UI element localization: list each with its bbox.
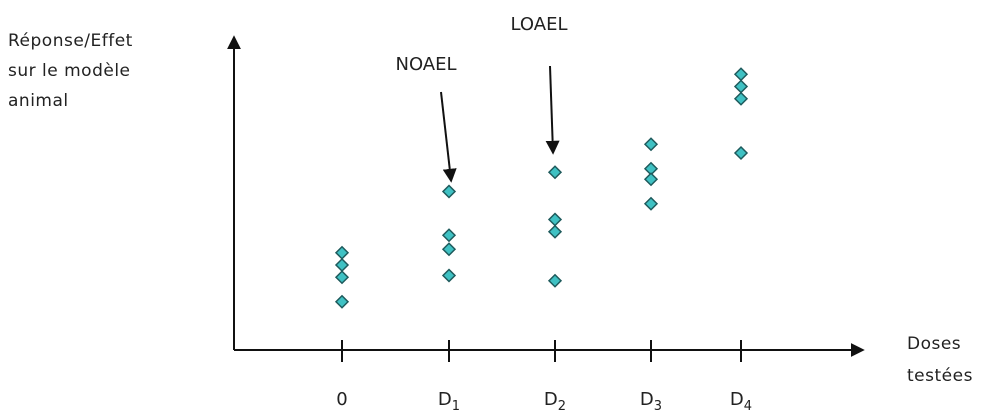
y-axis-title: Réponse/Effet sur le modèle animal [8, 31, 133, 111]
annotation-label: LOAEL [511, 14, 568, 35]
data-point [733, 145, 749, 161]
data-point [547, 212, 563, 227]
annotation-arrow [545, 65, 560, 155]
data-point [441, 228, 457, 243]
data-point [643, 137, 659, 152]
data-point [441, 184, 457, 199]
data-point [334, 257, 350, 273]
data-point [643, 172, 659, 187]
x-tick-label: D3 [640, 389, 662, 414]
data-point [733, 91, 749, 106]
x-tick-label: D1 [438, 389, 460, 414]
data-point [334, 245, 350, 260]
data-point [547, 165, 563, 180]
data-point [334, 270, 350, 285]
data-point [547, 224, 563, 239]
data-point [733, 79, 749, 94]
x-tick-label: D2 [544, 389, 566, 414]
data-point [733, 67, 749, 82]
data-point [441, 242, 457, 257]
x-axis-title: Doses testées [907, 334, 973, 386]
data-point [643, 196, 659, 211]
data-point [547, 273, 563, 288]
data-point [441, 268, 457, 283]
annotation-label: NOAEL [395, 54, 456, 75]
data-point [334, 294, 350, 309]
annotation-arrow [440, 91, 457, 183]
x-tick-label: 0 [336, 389, 347, 410]
x-tick-label: D4 [730, 389, 752, 414]
